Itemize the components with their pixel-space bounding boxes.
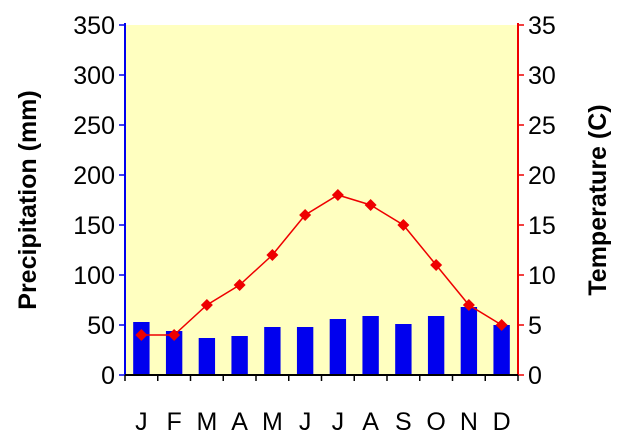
precip-bar xyxy=(264,327,281,375)
precip-bar xyxy=(493,325,510,375)
right-tick-label: 30 xyxy=(528,62,556,90)
plot-area xyxy=(125,25,518,375)
temperature-marker xyxy=(233,279,246,291)
temperature-marker xyxy=(495,319,508,331)
left-tick-label: 50 xyxy=(87,312,115,340)
right-tick-label: 15 xyxy=(528,212,556,240)
right-tick-label: 35 xyxy=(528,12,556,40)
right-tick-label: 25 xyxy=(528,112,556,140)
temperature-line xyxy=(141,194,503,336)
precip-bar xyxy=(427,316,445,375)
x-tick-label: D xyxy=(493,408,511,436)
temperature-marker xyxy=(397,219,410,231)
left-tick-label: 100 xyxy=(73,262,115,290)
x-tick-label: N xyxy=(460,408,478,436)
precip-bar xyxy=(231,336,248,375)
temperature-marker xyxy=(200,299,213,311)
precip-bar xyxy=(362,316,379,375)
left-tick-label: 250 xyxy=(73,112,115,140)
x-tick-label: F xyxy=(166,408,181,436)
temperature-marker xyxy=(364,199,377,211)
left-axis-ticks: 0 50 100 150 200 250 300 350 xyxy=(73,12,125,390)
right-tick-label: 5 xyxy=(528,312,542,340)
precip-bar xyxy=(329,319,347,375)
right-axis-title: Temperature (C) xyxy=(584,104,612,295)
x-tick-label: A xyxy=(362,408,379,436)
temperature-marker xyxy=(299,209,312,221)
temperature-marker xyxy=(266,249,279,261)
temperature-marker xyxy=(135,329,148,341)
precip-bar xyxy=(296,327,314,375)
x-tick-label: M xyxy=(262,408,283,436)
temperature-marker xyxy=(430,259,443,271)
left-tick-label: 0 xyxy=(101,362,115,390)
x-tick-label: J xyxy=(135,408,148,436)
temperature-marker xyxy=(331,189,344,201)
temperature-series xyxy=(135,189,508,341)
left-tick-label: 350 xyxy=(73,12,115,40)
precip-bar xyxy=(198,338,216,375)
x-tick-label: S xyxy=(395,408,412,436)
precip-bar xyxy=(460,307,478,375)
x-tick-label: M xyxy=(196,408,217,436)
x-tick-label: A xyxy=(231,408,248,436)
temperature-marker xyxy=(462,299,475,311)
precip-bar xyxy=(165,331,183,375)
right-tick-label: 10 xyxy=(528,262,556,290)
x-tick-label: J xyxy=(299,408,312,436)
left-tick-label: 150 xyxy=(73,212,115,240)
temperature-marker xyxy=(168,329,181,341)
x-tick-label: J xyxy=(332,408,345,436)
precipitation-bars xyxy=(133,307,510,375)
left-tick-label: 300 xyxy=(73,62,115,90)
precip-bar xyxy=(395,324,412,375)
right-axis-ticks: 0 5 10 15 20 25 30 35 xyxy=(518,12,556,390)
x-tick-label: O xyxy=(426,408,445,436)
left-tick-label: 200 xyxy=(73,162,115,190)
right-tick-label: 20 xyxy=(528,162,556,190)
right-tick-label: 0 xyxy=(528,362,542,390)
left-axis-title: Precipitation (mm) xyxy=(14,90,42,309)
